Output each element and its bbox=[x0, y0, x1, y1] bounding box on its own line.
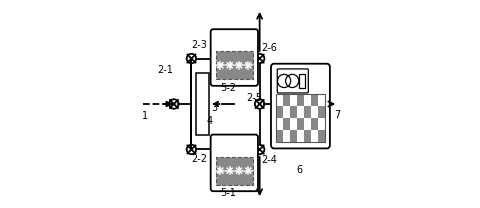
Text: 2-1: 2-1 bbox=[157, 65, 173, 75]
Bar bbox=[290, 106, 297, 118]
Text: 4: 4 bbox=[206, 116, 213, 126]
Bar bbox=[283, 118, 290, 130]
Text: 5-2: 5-2 bbox=[220, 83, 236, 93]
Bar bbox=[304, 118, 311, 130]
Bar bbox=[283, 106, 290, 118]
Text: 2-3: 2-3 bbox=[192, 40, 207, 50]
Bar bbox=[311, 118, 318, 130]
Bar bbox=[311, 130, 318, 142]
Bar bbox=[297, 106, 304, 118]
FancyBboxPatch shape bbox=[211, 29, 258, 86]
Bar bbox=[283, 130, 290, 142]
FancyBboxPatch shape bbox=[277, 69, 308, 93]
Text: 5-1: 5-1 bbox=[220, 188, 236, 198]
Bar bbox=[276, 94, 283, 106]
Bar bbox=[311, 94, 318, 106]
Text: 2-2: 2-2 bbox=[192, 154, 207, 164]
Bar bbox=[304, 94, 311, 106]
Bar bbox=[297, 130, 304, 142]
Text: 2-5: 2-5 bbox=[246, 93, 262, 103]
Bar bbox=[299, 74, 305, 88]
Bar bbox=[318, 94, 324, 106]
Bar bbox=[290, 118, 297, 130]
Bar bbox=[318, 130, 324, 142]
Bar bbox=[283, 94, 290, 106]
Bar bbox=[297, 94, 304, 106]
Bar bbox=[276, 118, 283, 130]
Bar bbox=[290, 130, 297, 142]
FancyBboxPatch shape bbox=[211, 135, 258, 191]
Bar bbox=[318, 118, 324, 130]
Bar bbox=[276, 106, 283, 118]
Bar bbox=[304, 130, 311, 142]
Bar bbox=[276, 94, 324, 142]
Text: 6: 6 bbox=[297, 165, 303, 175]
Bar bbox=[297, 118, 304, 130]
FancyBboxPatch shape bbox=[271, 64, 330, 149]
Text: 3: 3 bbox=[211, 103, 217, 113]
Bar bbox=[311, 106, 318, 118]
Bar bbox=[195, 73, 209, 135]
Text: 1: 1 bbox=[142, 111, 148, 121]
Bar bbox=[318, 106, 324, 118]
Text: 7: 7 bbox=[334, 110, 340, 120]
Bar bbox=[304, 106, 311, 118]
Bar bbox=[216, 157, 253, 184]
Text: 2-4: 2-4 bbox=[262, 155, 277, 165]
Text: 2-6: 2-6 bbox=[262, 43, 277, 53]
Bar bbox=[290, 94, 297, 106]
Bar bbox=[276, 130, 283, 142]
Bar bbox=[216, 51, 253, 79]
